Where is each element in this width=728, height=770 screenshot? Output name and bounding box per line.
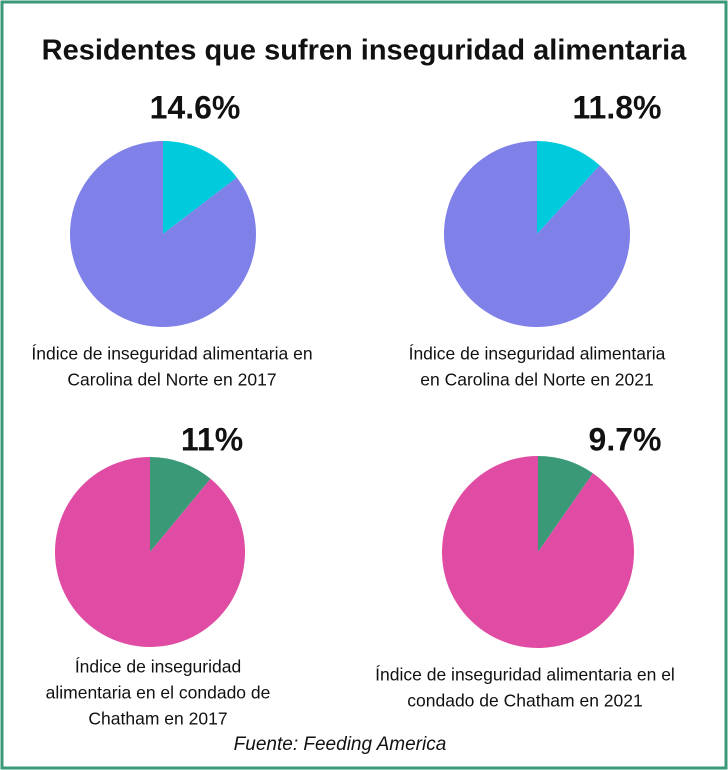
pie-caption: Índice de inseguridad: [75, 657, 241, 677]
pie-slice: [538, 456, 593, 552]
value-label: 11%: [181, 421, 243, 457]
pie-caption: Carolina del Norte en 2017: [67, 370, 276, 390]
pie-caption: alimentaria en el condado de: [46, 683, 271, 703]
pie-caption: en Carolina del Norte en 2021: [420, 370, 654, 390]
pie-slice: [55, 457, 246, 648]
pie-caption: Chatham en 2017: [88, 709, 227, 729]
pie-caption: condado de Chatham en 2021: [407, 691, 642, 711]
pie-caption: Índice de inseguridad alimentaria: [409, 344, 666, 364]
pie-slice: [163, 141, 237, 234]
pie-slice: [70, 141, 257, 328]
value-label: 11.8%: [573, 89, 662, 125]
page-title: Residentes que sufren inseguridad alimen…: [42, 35, 687, 67]
pie-slice: [442, 456, 634, 648]
value-label: 9.7%: [589, 421, 662, 457]
source: Fuente: Feeding America: [234, 734, 447, 755]
pie-slice: [150, 457, 211, 552]
pie-slice: [444, 141, 630, 327]
pie-caption: Índice de inseguridad alimentaria en el: [375, 665, 675, 685]
pie-caption: Índice de inseguridad alimentaria en: [31, 344, 312, 364]
value-label: 14.6%: [150, 89, 241, 125]
pie-slice: [537, 141, 600, 234]
